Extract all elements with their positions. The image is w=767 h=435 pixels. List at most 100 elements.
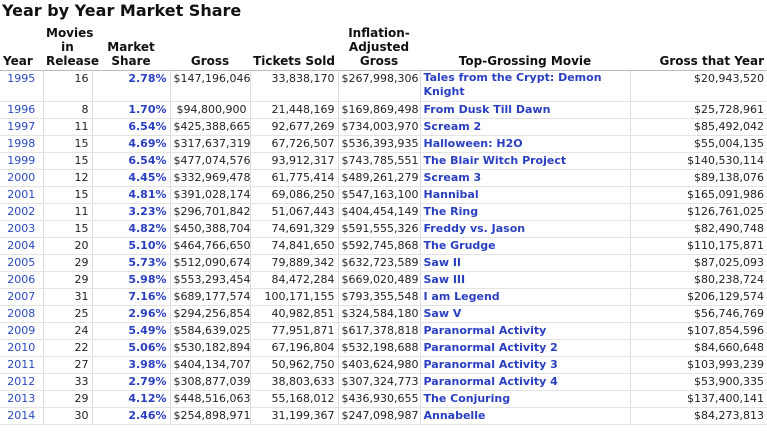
top-movie[interactable]: Hannibal xyxy=(420,187,630,204)
tickets-sold: 74,691,329 xyxy=(250,221,338,238)
top-gross: $110,175,871 xyxy=(630,238,767,255)
table-row: 2001154.81%$391,028,17469,086,250$547,16… xyxy=(0,187,767,204)
year[interactable]: 2007 xyxy=(0,289,43,306)
year[interactable]: 2000 xyxy=(0,170,43,187)
year[interactable]: 2010 xyxy=(0,340,43,357)
top-gross: $82,490,748 xyxy=(630,221,767,238)
gross: $404,134,707 xyxy=(170,357,250,374)
adjusted-gross: $247,098,987 xyxy=(338,408,420,425)
top-movie[interactable]: Scream 3 xyxy=(420,170,630,187)
year[interactable]: 2008 xyxy=(0,306,43,323)
top-movie[interactable]: The Conjuring xyxy=(420,391,630,408)
year[interactable]: 1998 xyxy=(0,136,43,153)
adjusted-gross: $793,355,548 xyxy=(338,289,420,306)
adjusted-gross: $632,723,589 xyxy=(338,255,420,272)
gross: $425,388,665 xyxy=(170,119,250,136)
adjusted-gross: $307,324,773 xyxy=(338,374,420,391)
top-movie[interactable]: Paranormal Activity xyxy=(420,323,630,340)
top-movie[interactable]: Freddy vs. Jason xyxy=(420,221,630,238)
gross: $530,182,894 xyxy=(170,340,250,357)
market-share: 4.45% xyxy=(92,170,170,187)
column-header: Gross that Year xyxy=(630,22,767,71)
gross: $254,898,971 xyxy=(170,408,250,425)
table-row: 2013294.12%$448,516,06355,168,012$436,93… xyxy=(0,391,767,408)
gross: $553,293,454 xyxy=(170,272,250,289)
tickets-sold: 67,726,507 xyxy=(250,136,338,153)
top-movie[interactable]: The Grudge xyxy=(420,238,630,255)
year[interactable]: 1997 xyxy=(0,119,43,136)
movie-count: 15 xyxy=(43,221,92,238)
year[interactable]: 2002 xyxy=(0,204,43,221)
top-movie[interactable]: I am Legend xyxy=(420,289,630,306)
movie-count: 11 xyxy=(43,204,92,221)
top-movie[interactable]: Scream 2 xyxy=(420,119,630,136)
top-movie[interactable]: Paranormal Activity 2 xyxy=(420,340,630,357)
top-gross: $140,530,114 xyxy=(630,153,767,170)
tickets-sold: 21,448,169 xyxy=(250,102,338,119)
adjusted-gross: $536,393,935 xyxy=(338,136,420,153)
tickets-sold: 74,841,650 xyxy=(250,238,338,255)
gross: $512,090,674 xyxy=(170,255,250,272)
table-body: 1995162.78%$147,196,04633,838,170$267,99… xyxy=(0,71,767,425)
top-gross: $84,660,648 xyxy=(630,340,767,357)
top-movie[interactable]: Saw III xyxy=(420,272,630,289)
top-movie[interactable]: Paranormal Activity 4 xyxy=(420,374,630,391)
movie-count: 20 xyxy=(43,238,92,255)
market-share: 5.73% xyxy=(92,255,170,272)
adjusted-gross: $324,584,180 xyxy=(338,306,420,323)
tickets-sold: 55,168,012 xyxy=(250,391,338,408)
movie-count: 22 xyxy=(43,340,92,357)
year[interactable]: 2004 xyxy=(0,238,43,255)
tickets-sold: 79,889,342 xyxy=(250,255,338,272)
top-movie[interactable]: The Ring xyxy=(420,204,630,221)
year[interactable]: 1999 xyxy=(0,153,43,170)
top-movie[interactable]: Tales from the Crypt: Demon Knight xyxy=(420,71,630,102)
market-share: 3.23% xyxy=(92,204,170,221)
year[interactable]: 2006 xyxy=(0,272,43,289)
year[interactable]: 2009 xyxy=(0,323,43,340)
top-gross: $25,728,961 xyxy=(630,102,767,119)
top-movie[interactable]: Saw V xyxy=(420,306,630,323)
adjusted-gross: $734,003,970 xyxy=(338,119,420,136)
market-share: 5.06% xyxy=(92,340,170,357)
gross: $584,639,025 xyxy=(170,323,250,340)
top-movie[interactable]: Saw II xyxy=(420,255,630,272)
year[interactable]: 2014 xyxy=(0,408,43,425)
top-gross: $126,761,025 xyxy=(630,204,767,221)
adjusted-gross: $267,998,306 xyxy=(338,71,420,102)
top-gross: $56,746,769 xyxy=(630,306,767,323)
tickets-sold: 38,803,633 xyxy=(250,374,338,391)
year[interactable]: 2003 xyxy=(0,221,43,238)
movie-count: 8 xyxy=(43,102,92,119)
top-gross: $89,138,076 xyxy=(630,170,767,187)
year[interactable]: 2005 xyxy=(0,255,43,272)
top-movie[interactable]: Halloween: H2O xyxy=(420,136,630,153)
table-row: 199681.70%$94,800,90021,448,169$169,869,… xyxy=(0,102,767,119)
top-movie[interactable]: Annabelle xyxy=(420,408,630,425)
top-movie[interactable]: Paranormal Activity 3 xyxy=(420,357,630,374)
top-movie[interactable]: The Blair Witch Project xyxy=(420,153,630,170)
top-movie[interactable]: From Dusk Till Dawn xyxy=(420,102,630,119)
year[interactable]: 1995 xyxy=(0,71,43,102)
top-gross: $80,238,724 xyxy=(630,272,767,289)
year[interactable]: 1996 xyxy=(0,102,43,119)
gross: $448,516,063 xyxy=(170,391,250,408)
header-row: YearMovies in ReleaseMarket ShareGrossTi… xyxy=(0,22,767,71)
table-row: 2008252.96%$294,256,85440,982,851$324,58… xyxy=(0,306,767,323)
year[interactable]: 2001 xyxy=(0,187,43,204)
top-gross: $55,004,135 xyxy=(630,136,767,153)
year[interactable]: 2012 xyxy=(0,374,43,391)
gross: $689,177,574 xyxy=(170,289,250,306)
movie-count: 15 xyxy=(43,187,92,204)
year[interactable]: 2011 xyxy=(0,357,43,374)
table-row: 2010225.06%$530,182,89467,196,804$532,19… xyxy=(0,340,767,357)
tickets-sold: 84,472,284 xyxy=(250,272,338,289)
tickets-sold: 93,912,317 xyxy=(250,153,338,170)
gross: $464,766,650 xyxy=(170,238,250,255)
table-row: 2004205.10%$464,766,65074,841,650$592,74… xyxy=(0,238,767,255)
year[interactable]: 2013 xyxy=(0,391,43,408)
market-share: 2.79% xyxy=(92,374,170,391)
title: Year by Year Market Share xyxy=(0,0,767,22)
market-share: 3.98% xyxy=(92,357,170,374)
